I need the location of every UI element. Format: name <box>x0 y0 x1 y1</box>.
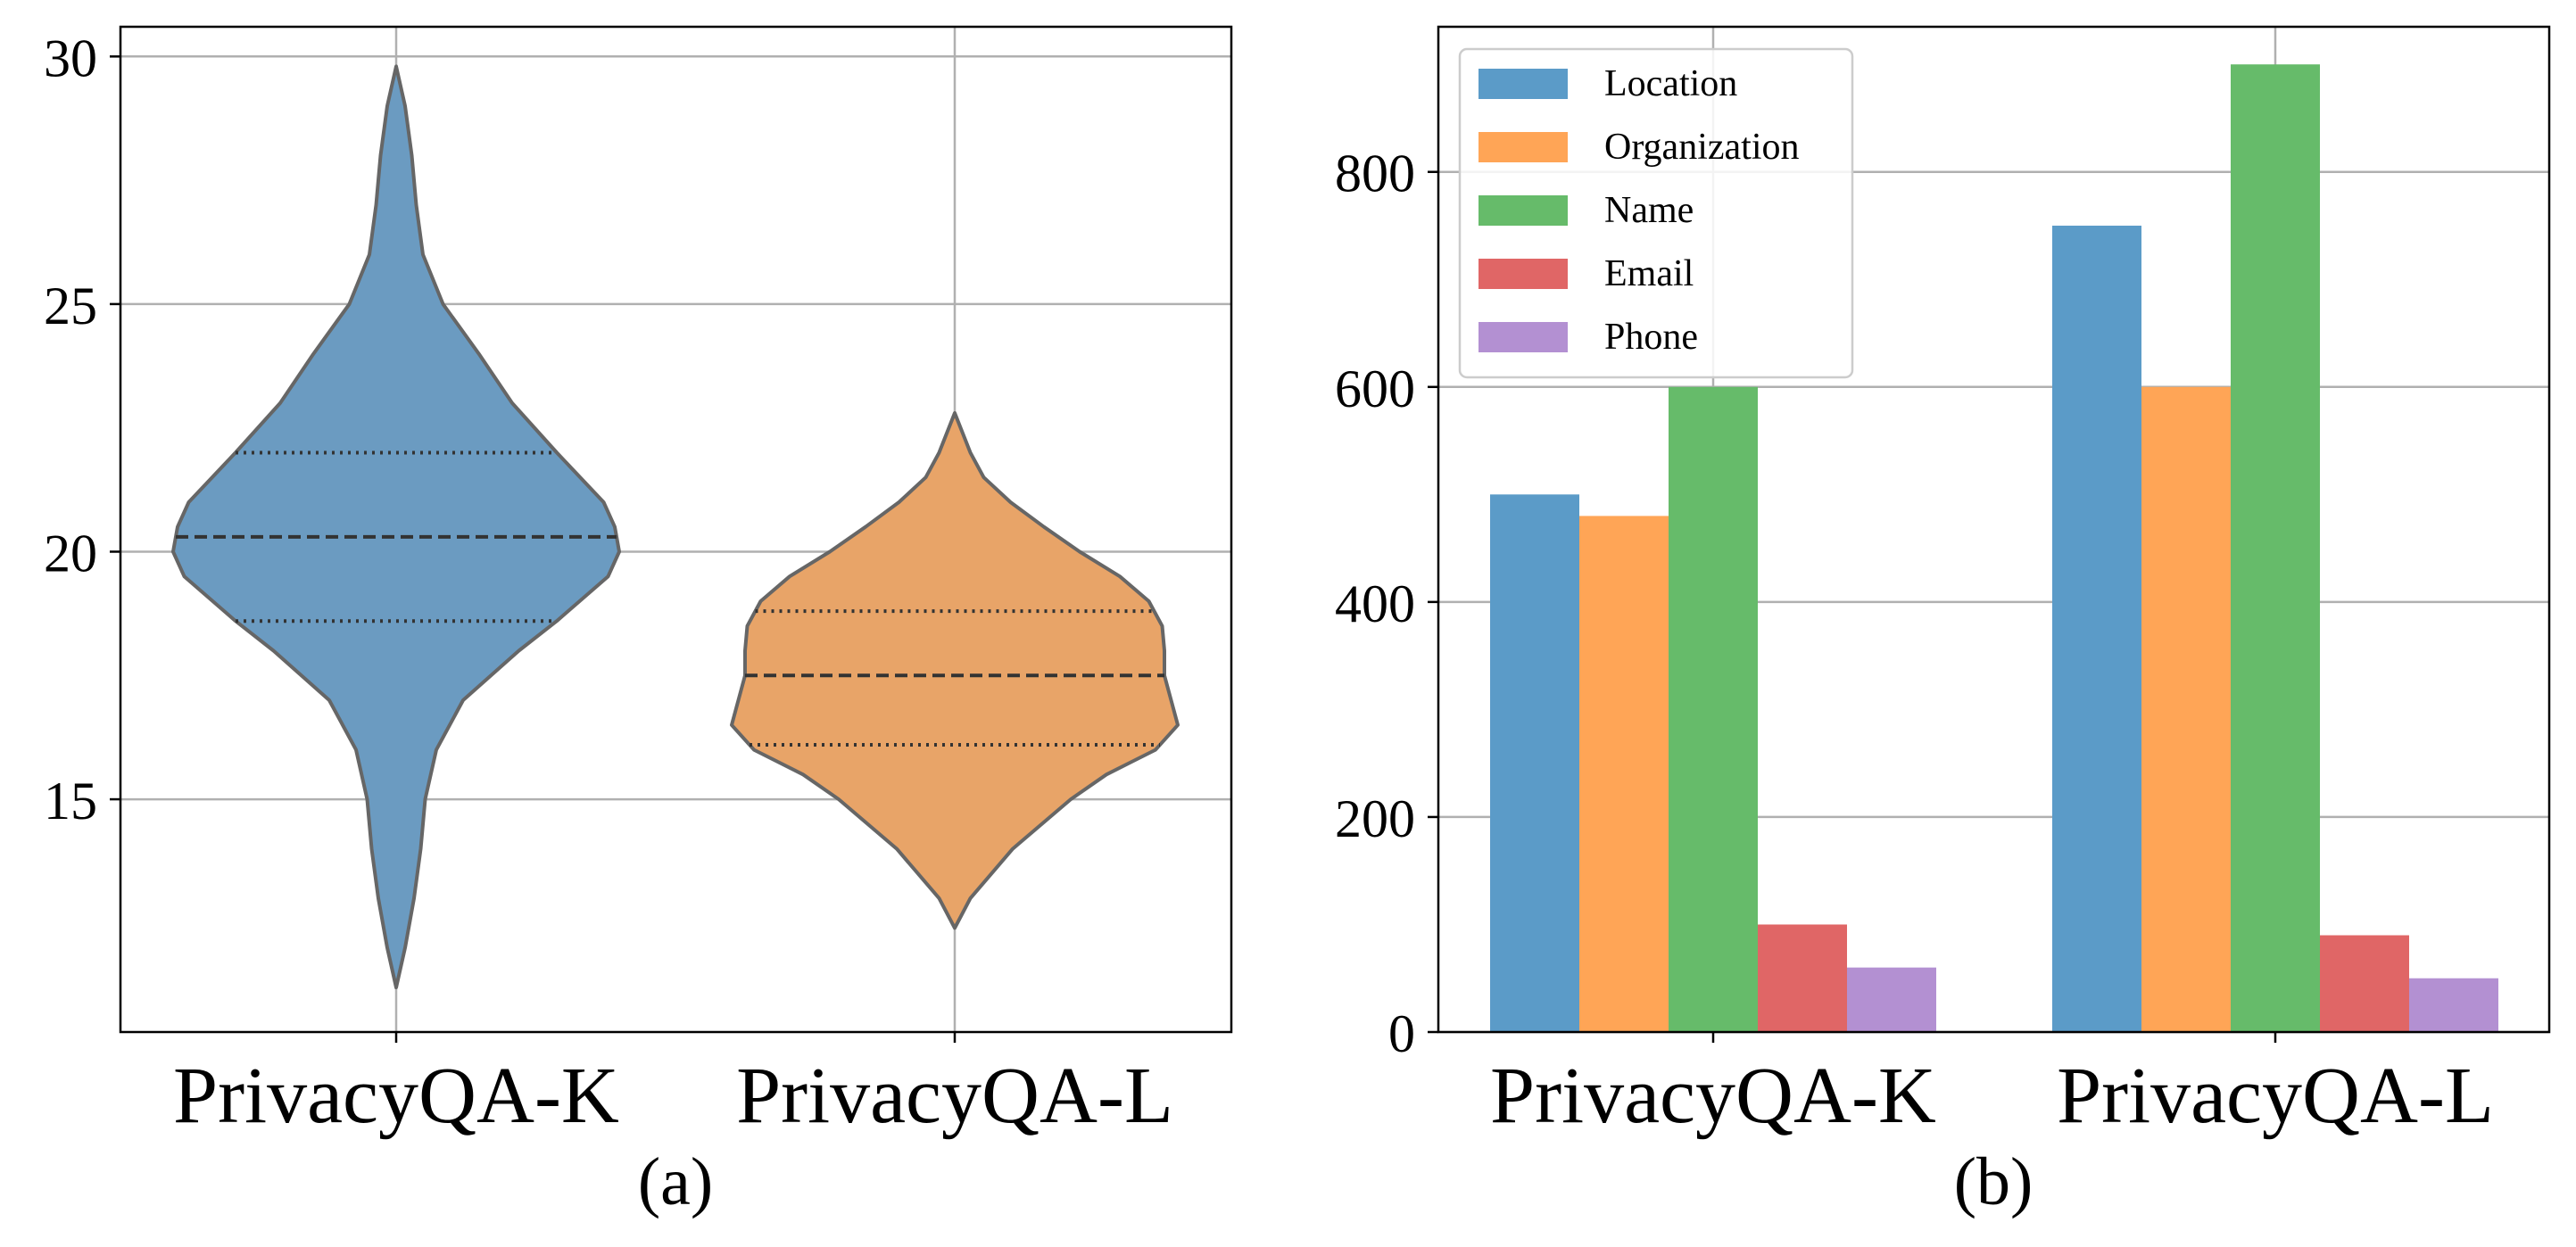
legend-label-location: Location <box>1604 63 1737 104</box>
legend-label-email: Email <box>1604 253 1694 294</box>
panel-a-caption: (a) <box>638 1144 713 1219</box>
x-tick-label: PrivacyQA-K <box>173 1052 619 1140</box>
y-tick-label: 20 <box>44 524 97 582</box>
y-tick-label: 800 <box>1335 145 1415 203</box>
legend-swatch-email <box>1479 259 1568 289</box>
bar-phone-PrivacyQA-K <box>1847 967 1936 1032</box>
y-tick-label: 30 <box>44 29 97 87</box>
bar-phone-PrivacyQA-L <box>2409 978 2498 1032</box>
y-tick-label: 15 <box>44 772 97 830</box>
bar-email-PrivacyQA-K <box>1758 924 1847 1032</box>
bar-organization-PrivacyQA-L <box>2141 386 2231 1032</box>
y-tick-label: 600 <box>1335 359 1415 418</box>
x-tick-label: PrivacyQA-L <box>2057 1052 2494 1140</box>
x-tick-label: PrivacyQA-K <box>1490 1052 1936 1140</box>
legend-swatch-location <box>1479 69 1568 99</box>
bar-location-PrivacyQA-K <box>1490 494 1579 1032</box>
legend-label-name: Name <box>1604 190 1694 231</box>
violin-body-PrivacyQA-K <box>171 64 621 989</box>
legend-label-phone: Phone <box>1604 317 1698 358</box>
legend-box <box>1458 47 1854 379</box>
bar-email-PrivacyQA-L <box>2320 935 2409 1032</box>
bar-organization-PrivacyQA-K <box>1579 516 1669 1032</box>
bar-name-PrivacyQA-L <box>2231 64 2320 1033</box>
y-tick-label: 400 <box>1335 574 1415 633</box>
legend-label-organization: Organization <box>1604 127 1800 168</box>
panel-b-frame <box>1437 25 2551 1034</box>
legend-swatch-phone <box>1479 322 1568 352</box>
bar-location-PrivacyQA-L <box>2052 225 2141 1032</box>
panel-a-frame <box>119 25 1233 1034</box>
y-tick-label: 0 <box>1388 1004 1415 1063</box>
legend-swatch-organization <box>1479 132 1568 162</box>
violin-body-PrivacyQA-L <box>730 411 1180 930</box>
bar-name-PrivacyQA-K <box>1669 386 1758 1032</box>
panel-b-caption: (b) <box>1954 1144 2033 1219</box>
y-tick-label: 200 <box>1335 789 1415 848</box>
legend-swatch-name <box>1479 195 1568 226</box>
x-tick-label: PrivacyQA-L <box>736 1052 1173 1140</box>
y-tick-label: 25 <box>44 277 97 335</box>
